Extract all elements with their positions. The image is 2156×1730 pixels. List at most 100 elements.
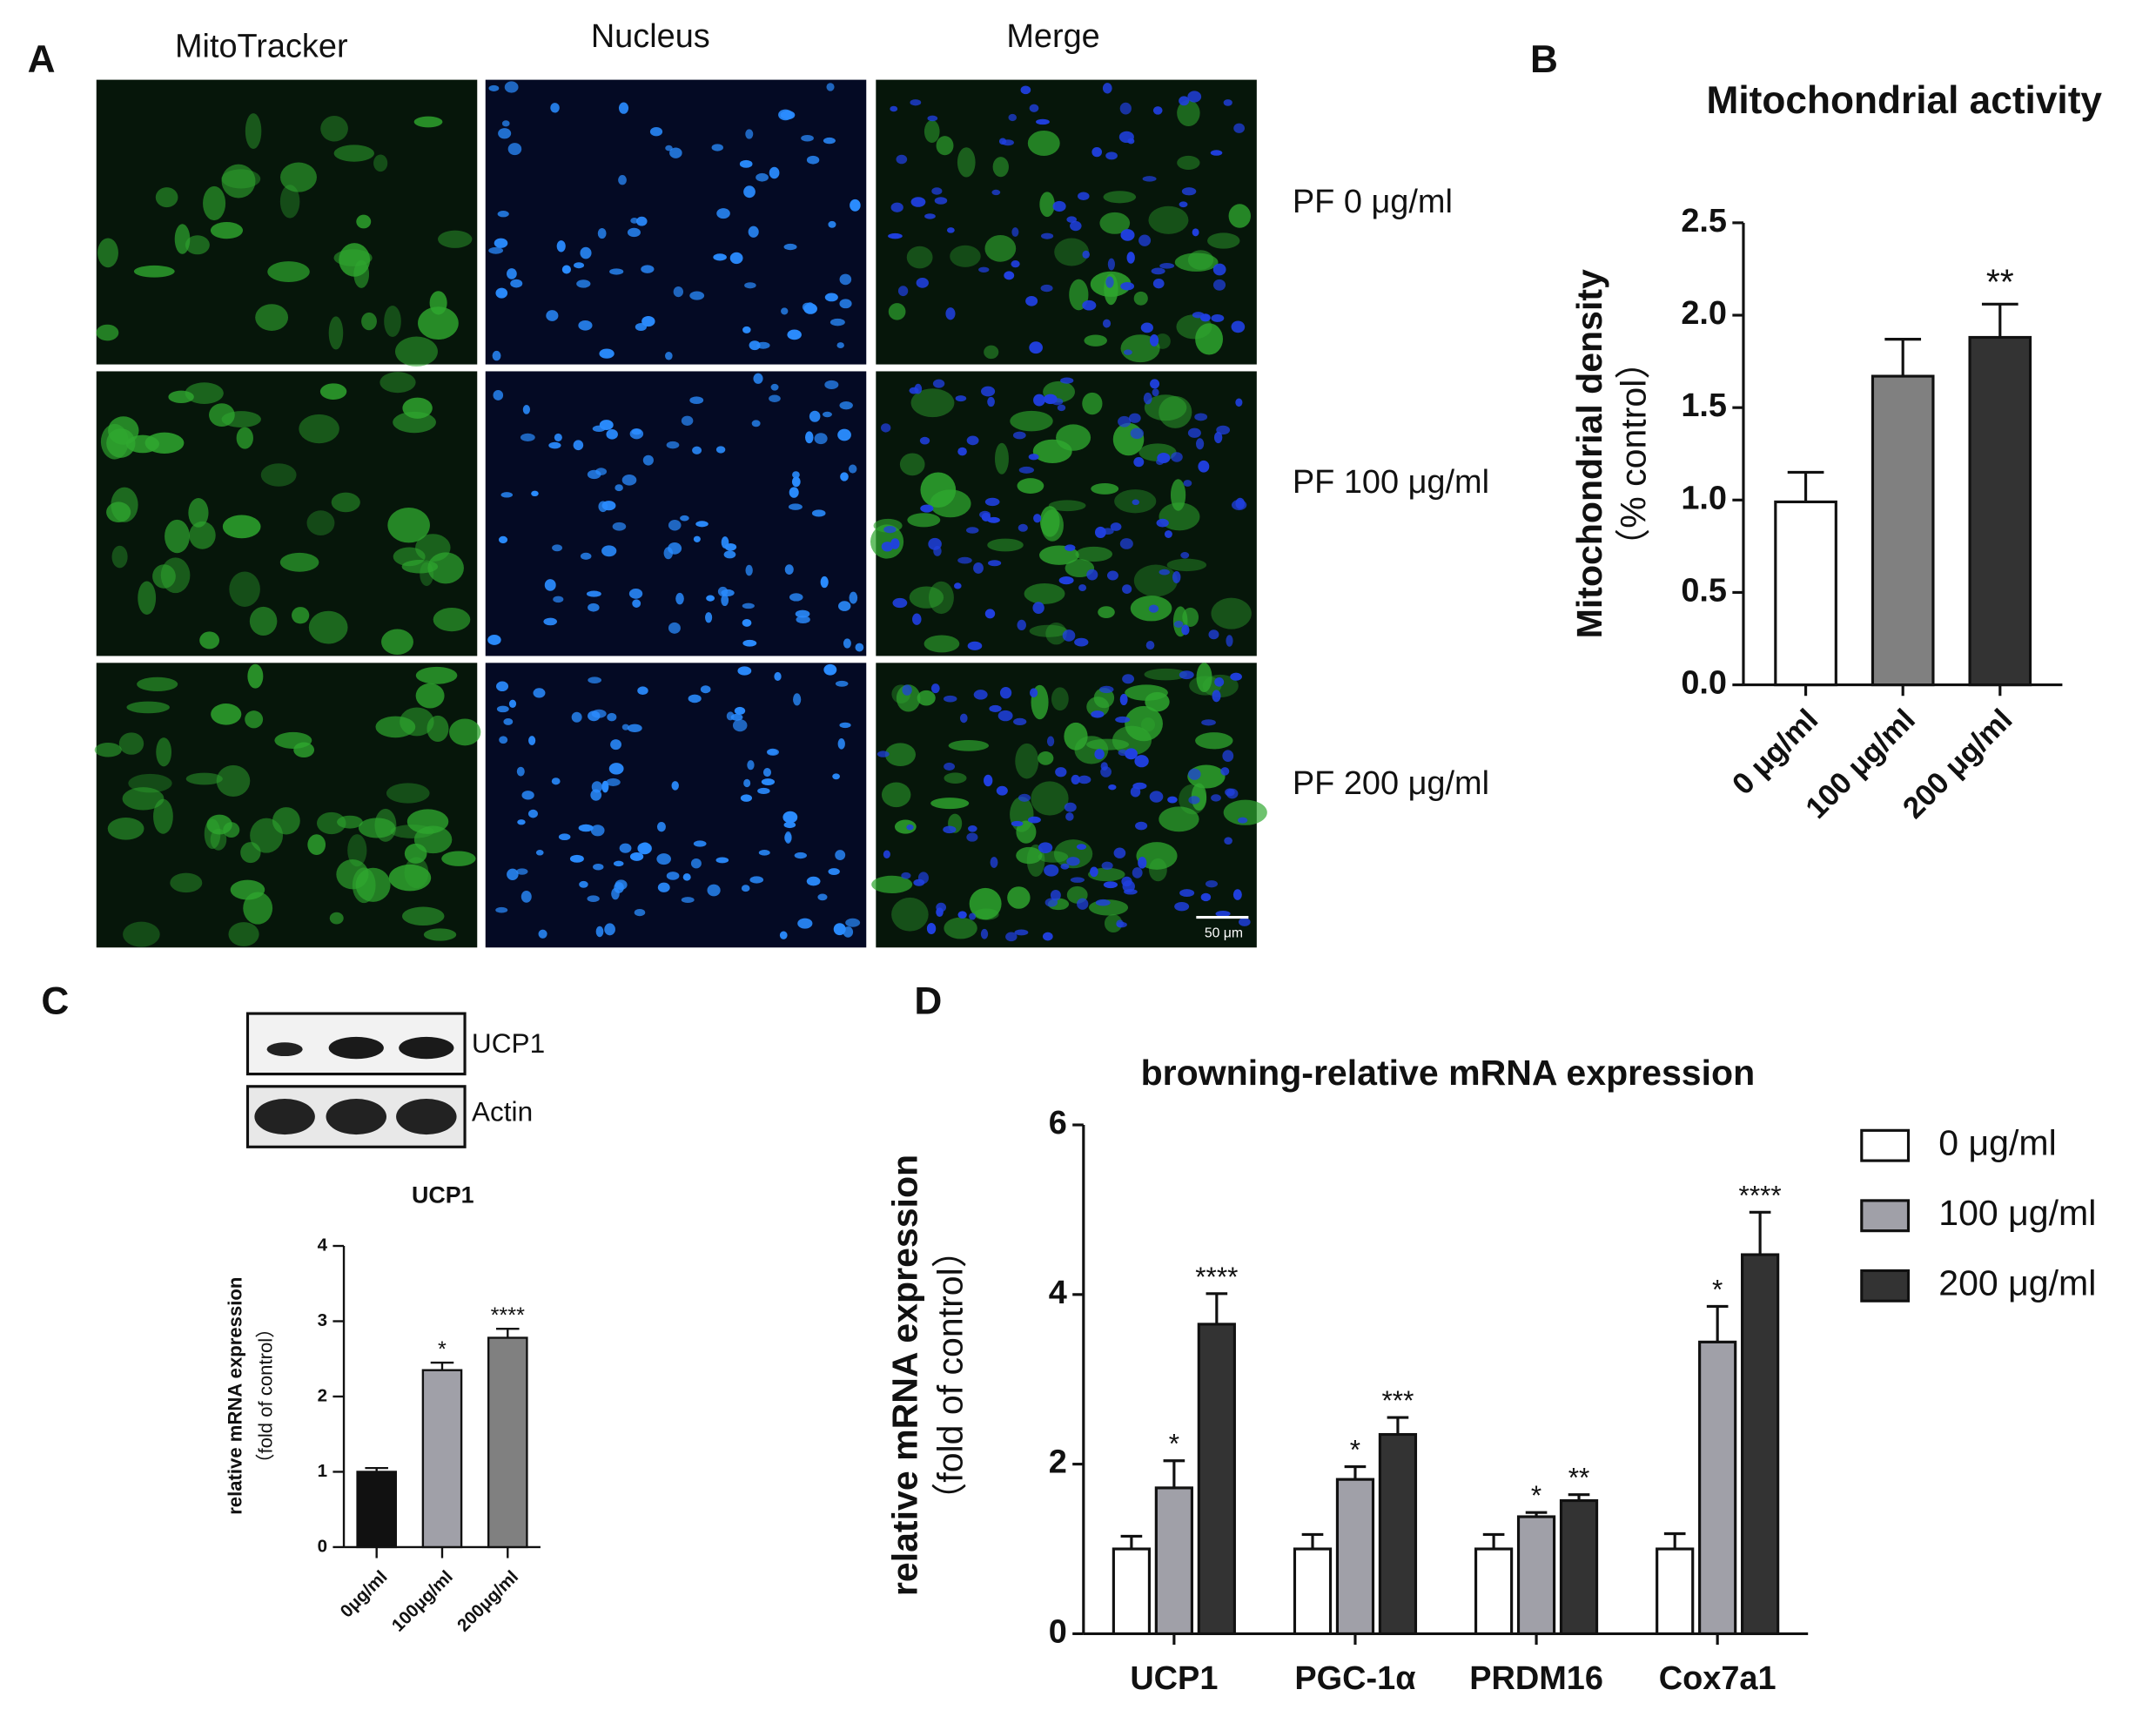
nucleus [1004,271,1015,280]
significance: * [1531,1479,1541,1511]
nucleus [883,525,897,534]
cell [1075,546,1113,562]
nucleus [1179,670,1194,680]
nucleus [984,497,1000,507]
nucleus [495,287,508,299]
nucleus [769,166,780,179]
nucleus [892,597,908,609]
cell [907,513,941,528]
row-label: PF 100 μg/ml [1293,464,1489,501]
nucleus [1033,514,1042,523]
y-tick-label: 6 [1049,1105,1067,1141]
nucleus [1058,576,1074,585]
nucleus [1201,719,1216,726]
nucleus [957,556,972,564]
cell [1098,606,1115,618]
nucleus [828,868,840,876]
x-tick-label: Cox7a1 [1659,1660,1777,1697]
cell [1182,607,1199,627]
nucleus [850,199,861,212]
nucleus [788,503,803,510]
cell [188,498,209,528]
nucleus [1101,528,1114,535]
cell [1133,291,1148,306]
nucleus [1065,544,1076,551]
nucleus [713,253,727,261]
nucleus [606,429,618,440]
nucleus [1082,300,1097,311]
blot-band [266,1042,303,1057]
nucleus [1060,863,1070,870]
nucleus [839,401,853,410]
blot-label: UCP1 [472,1027,545,1059]
nucleus [711,144,723,151]
cell [1144,668,1187,681]
cell [230,879,265,900]
nucleus [990,857,998,868]
cell [319,383,347,400]
cell [404,857,429,889]
nucleus [1018,523,1028,532]
nucleus [576,279,591,288]
cell [329,912,344,925]
nucleus [1180,551,1190,559]
cell [361,312,377,331]
significance: ** [1986,262,2014,302]
cell [1032,439,1072,464]
nucleus [822,411,832,418]
nucleus [657,882,670,892]
nucleus [824,380,839,390]
nucleus [668,542,682,555]
nucleus [1116,919,1125,928]
cell [250,818,284,853]
cell [1039,192,1055,218]
y-axis-label: （fold of control） [930,1232,971,1518]
nucleus [1101,861,1113,870]
nucleus [621,475,637,486]
bar [1698,1340,1737,1636]
cell [386,783,430,804]
micrograph [876,79,1257,365]
cell [1195,323,1224,355]
bar [1293,1547,1333,1636]
nucleus [973,562,984,574]
nucleus [1040,284,1053,293]
cell [106,428,136,458]
cell [1074,736,1109,764]
nucleus [739,159,753,168]
nucleus [1187,91,1202,103]
nucleus [743,185,756,199]
nucleus [1208,629,1219,640]
cell [1065,559,1095,578]
nucleus [689,396,704,405]
cell [957,147,976,178]
nucleus [732,719,748,732]
nucleus [883,850,890,859]
nucleus [855,643,864,652]
nucleus [629,428,644,440]
nucleus [793,693,802,706]
cell [1017,478,1044,494]
nucleus [1172,570,1181,583]
cell [994,442,1009,475]
nucleus [769,394,781,403]
cell [216,764,251,798]
cell [279,185,300,219]
nucleus [612,522,627,531]
nucleus [707,884,721,897]
nucleus [1050,889,1061,901]
nucleus [966,832,978,842]
nucleus [1126,252,1135,264]
nucleus [1120,282,1135,291]
nucleus [789,593,803,602]
bar [1516,1515,1556,1636]
nucleus [533,688,546,698]
cell [427,552,464,584]
cell [909,586,944,609]
nucleus [1220,767,1230,776]
cell [406,809,449,834]
nucleus [488,84,500,91]
nucleus [1070,877,1085,883]
nucleus [1078,192,1090,201]
nucleus [1211,313,1225,322]
